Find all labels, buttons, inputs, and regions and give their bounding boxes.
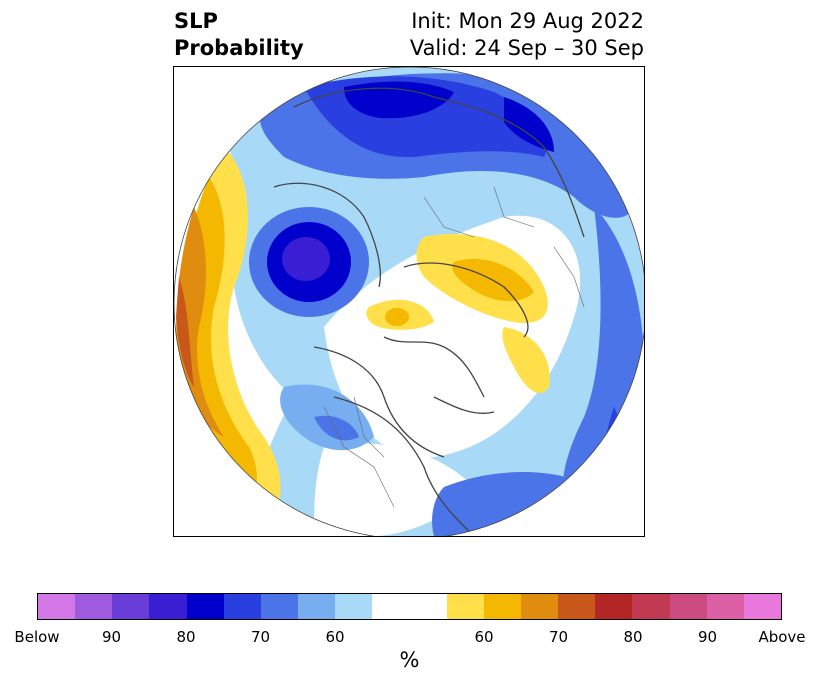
colorbar-segment	[595, 594, 633, 619]
colorbar-tick-label: 60	[474, 628, 494, 646]
above-region-west-band-core	[176, 207, 224, 437]
below-region-southeast	[432, 472, 594, 536]
valid-range: Valid: 24 Sep – 30 Sep	[409, 36, 644, 60]
colorbar-unit-label: %	[399, 648, 420, 672]
colorbar-tick-label: 60	[325, 628, 345, 646]
colorbar-segment	[38, 594, 76, 619]
colorbar-segment	[669, 594, 707, 619]
colorbar-segment	[706, 594, 744, 619]
coastlines	[273, 87, 585, 536]
country-borders	[323, 186, 585, 508]
colorbar-tick-label: 80	[623, 628, 643, 646]
colorbar-segment	[632, 594, 670, 619]
colorbar-segment	[446, 594, 484, 619]
title-line-slp: SLP	[174, 9, 218, 33]
colorbar-tick-label: 70	[548, 628, 569, 646]
colorbar-segment	[260, 594, 299, 619]
above-region-pacific	[502, 327, 550, 394]
colorbar-tick-label: 80	[176, 628, 196, 646]
title-line-probability: Probability	[174, 36, 304, 60]
colorbar-segment	[558, 594, 596, 619]
colorbar-tick-label: Above	[758, 628, 806, 646]
below-region-north-max	[344, 81, 454, 119]
probability-map-svg	[174, 67, 644, 536]
colorbar-segment	[186, 594, 224, 619]
colorbar-tick-label: Below	[14, 628, 60, 646]
colorbar-tick-label: 70	[250, 628, 271, 646]
colorbar-segment	[75, 594, 113, 619]
map-title: SLP Probability	[174, 8, 304, 62]
below-region-west-max	[282, 237, 330, 281]
colorbar-segment	[298, 594, 336, 619]
colorbar-segment	[335, 594, 373, 619]
colorbar-ticks: Below 90 80 70 60 60 70 80 90 Above	[0, 628, 819, 648]
colorbar-segment	[743, 594, 782, 619]
polar-map	[173, 66, 645, 537]
colorbar-segment	[372, 594, 447, 619]
below-region-america-core	[314, 415, 359, 441]
colorbar-segment	[112, 594, 150, 619]
colorbar-segment	[223, 594, 261, 619]
colorbar-tick-label: 90	[101, 628, 122, 646]
colorbar-tick-label: 90	[697, 628, 718, 646]
colorbar-segment	[483, 594, 522, 619]
above-region-west-band-max	[176, 277, 194, 387]
colorbar-segment	[521, 594, 559, 619]
above-region-arctic-core	[385, 308, 409, 326]
date-info: Init: Mon 29 Aug 2022 Valid: 24 Sep – 30…	[410, 8, 644, 62]
below-region-northeast-max	[504, 97, 554, 152]
colorbar	[37, 593, 782, 620]
colorbar-segment	[149, 594, 187, 619]
init-date: Init: Mon 29 Aug 2022	[411, 9, 644, 33]
